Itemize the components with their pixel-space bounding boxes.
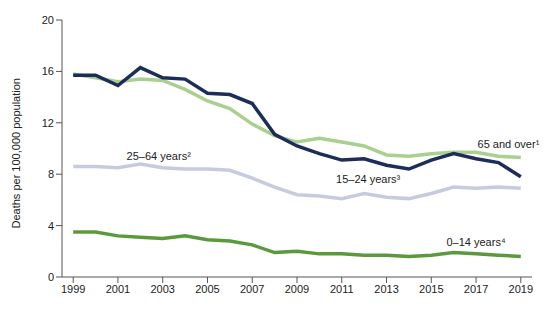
svg-text:8: 8: [48, 168, 54, 180]
svg-text:12: 12: [42, 117, 54, 129]
svg-text:2003: 2003: [150, 283, 174, 295]
svg-text:1999: 1999: [61, 283, 85, 295]
svg-text:15–24 years³: 15–24 years³: [336, 173, 401, 185]
svg-text:2013: 2013: [374, 283, 398, 295]
svg-text:2017: 2017: [464, 283, 488, 295]
svg-text:2011: 2011: [330, 283, 354, 295]
svg-text:2005: 2005: [195, 283, 219, 295]
svg-text:2007: 2007: [240, 283, 264, 295]
svg-text:2019: 2019: [509, 283, 533, 295]
svg-text:0–14 years⁴: 0–14 years⁴: [446, 236, 505, 248]
svg-text:4: 4: [48, 220, 54, 232]
svg-text:2015: 2015: [419, 283, 443, 295]
svg-text:Deaths per 100,000 population: Deaths per 100,000 population: [10, 78, 22, 228]
svg-text:2009: 2009: [285, 283, 309, 295]
svg-text:0: 0: [48, 271, 54, 283]
svg-text:25–64 years²: 25–64 years²: [127, 150, 192, 162]
svg-text:20: 20: [42, 14, 54, 26]
svg-text:65 and over¹: 65 and over¹: [478, 138, 540, 150]
svg-text:2001: 2001: [106, 283, 130, 295]
svg-text:16: 16: [42, 65, 54, 77]
